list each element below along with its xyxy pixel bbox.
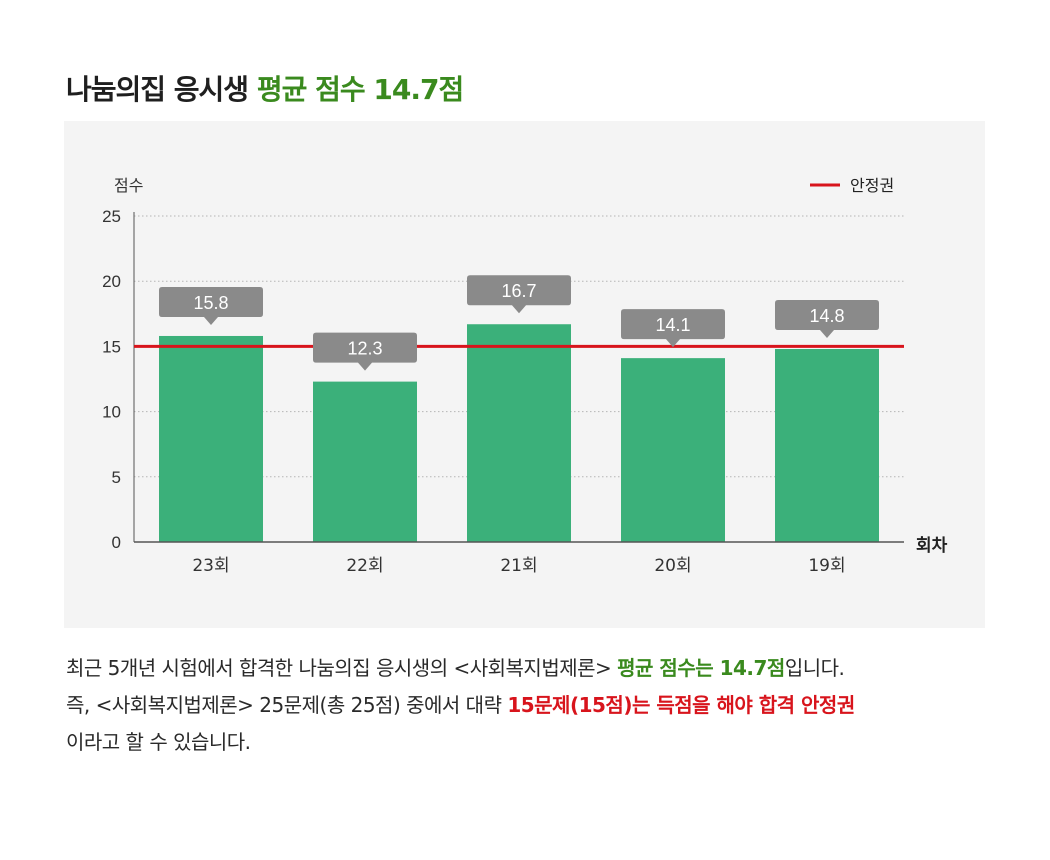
description-line2-text: 즉, <사회복지법제론> 25문제(총 25점) 중에서 대략 <box>66 693 508 717</box>
bar <box>159 335 263 542</box>
bar <box>467 324 571 542</box>
value-label: 14.1 <box>655 315 690 335</box>
y-tick-label: 10 <box>102 403 121 422</box>
bar <box>313 381 417 542</box>
y-tick-label: 25 <box>102 207 121 226</box>
page-title: 나눔의집 응시생 평균 점수 14.7점 <box>66 68 464 108</box>
description-line-2: 즉, <사회복지법제론> 25문제(총 25점) 중에서 대략 15문제(15점… <box>66 687 1026 724</box>
description-line1-end: 입니다. <box>784 656 845 680</box>
x-tick-label: 19회 <box>808 556 845 576</box>
value-label: 15.8 <box>193 293 228 313</box>
description-line-3: 이라고 할 수 있습니다. <box>66 724 1026 761</box>
description-threshold-highlight: 15문제(15점)는 득점을 해야 합격 안정권 <box>507 693 855 717</box>
description-average-highlight: 평균 점수는 14.7점 <box>617 656 785 680</box>
value-label-box <box>775 300 879 339</box>
value-label: 12.3 <box>347 339 382 359</box>
value-label: 14.8 <box>809 306 844 326</box>
value-label-box <box>467 275 571 314</box>
chart-panel: 0 5 10 15 20 25 점수 23회 22회 21회 20회 19회 회차 15.8 12.3 16.… <box>64 121 985 628</box>
y-tick-label: 5 <box>112 468 121 487</box>
y-axis-label: 점수 <box>114 176 143 195</box>
x-tick-label: 22회 <box>346 556 383 576</box>
bar <box>621 358 725 542</box>
description-line1-text: 최근 5개년 시험에서 합격한 나눔의집 응시생의 <사회복지법제론> <box>66 656 618 680</box>
description-line3-text: 이라고 할 수 있습니다. <box>66 730 251 754</box>
value-label: 16.7 <box>501 281 536 301</box>
bar <box>775 349 879 542</box>
description: 최근 5개년 시험에서 합격한 나눔의집 응시생의 <사회복지법제론> 평균 점… <box>66 650 1026 761</box>
value-label-box <box>159 286 263 325</box>
y-tick-label: 15 <box>102 337 121 356</box>
title-highlight: 평균 점수 14.7점 <box>256 73 464 106</box>
value-label-box <box>313 332 417 371</box>
y-tick-label: 20 <box>102 272 121 291</box>
x-axis-label: 회차 <box>916 536 948 556</box>
description-line-1: 최근 5개년 시험에서 합격한 나눔의집 응시생의 <사회복지법제론> 평균 점… <box>66 650 1026 687</box>
y-tick-label: 0 <box>112 533 121 552</box>
legend-label: 안정권 <box>850 176 894 195</box>
x-tick-label: 20회 <box>654 556 691 576</box>
value-label-box <box>621 309 725 348</box>
x-tick-label: 21회 <box>500 556 537 576</box>
title-prefix: 나눔의집 응시생 <box>66 73 257 106</box>
bar-chart: 0 5 10 15 20 25 점수 23회 22회 21회 20회 19회 회차 15.8 12.3 16.… <box>102 176 948 576</box>
x-tick-label: 23회 <box>192 556 229 576</box>
